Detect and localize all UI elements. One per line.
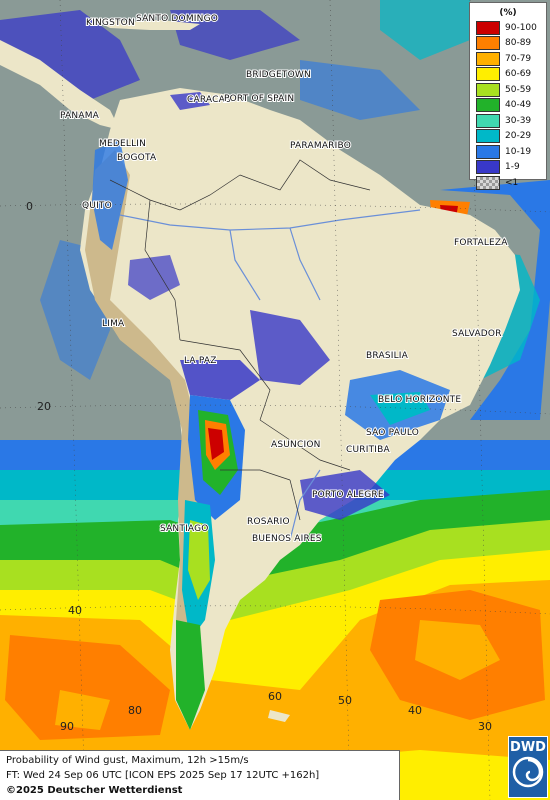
legend-swatch <box>476 113 500 128</box>
logo-text: DWD <box>510 740 546 755</box>
city-label: BUENOS AIRES <box>252 534 322 544</box>
legend-label: 80-89 <box>505 38 532 49</box>
legend-swatch <box>476 175 500 190</box>
lat-label: 20 <box>37 400 51 413</box>
swirl-icon <box>512 756 544 788</box>
city-label: PORTO ALEGRE <box>312 490 384 500</box>
city-labels: KINGSTON SANTO DOMINGO BRIDGETOWN PANAMA… <box>59 13 509 545</box>
city-label: SAO PAULO <box>366 428 419 438</box>
city-label: PANAMA <box>60 111 100 121</box>
legend-swatch <box>476 51 500 66</box>
legend-item: 20-29 <box>476 129 546 145</box>
legend-swatch <box>476 144 500 159</box>
legend-item: 1-9 <box>476 160 546 176</box>
legend-label: 50-59 <box>505 84 532 95</box>
legend-item: 10-19 <box>476 144 546 160</box>
city-label: KINGSTON <box>86 18 135 28</box>
city-label: BOGOTA <box>117 153 157 163</box>
city-label: FORTALEZA <box>454 238 508 248</box>
city-label: ASUNCION <box>271 440 321 450</box>
legend-item: 60-69 <box>476 67 546 83</box>
legend-label: 90-100 <box>505 22 537 33</box>
legend: (%) 90-100 80-89 70-79 60-69 50-59 40-49… <box>469 2 547 190</box>
legend-swatch <box>476 98 500 113</box>
legend-swatch <box>476 36 500 51</box>
legend-item: <1 <box>476 175 546 191</box>
legend-label: 30-39 <box>505 115 532 126</box>
city-label: SANTIAGO <box>160 524 209 534</box>
legend-label: 40-49 <box>505 100 532 111</box>
dwd-logo: DWD <box>508 736 548 798</box>
legend-label: 1-9 <box>505 162 520 173</box>
lat-label: 40 <box>68 604 82 617</box>
legend-swatch <box>476 160 500 175</box>
city-label: MEDELLIN <box>99 139 146 149</box>
lon-label: 90 <box>60 720 74 733</box>
product-description: Probability of Wind gust, Maximum, 12h >… <box>6 755 249 766</box>
lon-label: 50 <box>338 694 352 707</box>
city-label: CARACAS <box>187 95 231 105</box>
legend-swatch <box>476 20 500 35</box>
legend-item: 70-79 <box>476 51 546 67</box>
legend-rows: 90-100 80-89 70-79 60-69 50-59 40-49 30-… <box>470 20 546 191</box>
city-label: BRIDGETOWN <box>246 70 311 80</box>
city-label: CURITIBA <box>346 445 391 455</box>
legend-unit: (%) <box>499 8 517 18</box>
legend-label: 60-69 <box>505 69 532 80</box>
city-label: QUITO <box>82 201 112 211</box>
city-label: LA PAZ <box>184 356 217 366</box>
legend-label: 70-79 <box>505 53 532 64</box>
map-caption: Probability of Wind gust, Maximum, 12h >… <box>0 750 400 800</box>
legend-swatch <box>476 82 500 97</box>
lon-label: 40 <box>408 704 422 717</box>
legend-item: 30-39 <box>476 113 546 129</box>
city-label: SANTO DOMINGO <box>136 14 218 24</box>
legend-item: 90-100 <box>476 20 546 36</box>
city-label: BELO HORIZONTE <box>378 395 461 405</box>
lat-label: 0 <box>26 200 33 213</box>
lon-label: 30 <box>478 720 492 733</box>
city-label: PARAMARIBO <box>290 141 351 151</box>
land-probability-fields <box>92 92 450 730</box>
lat-label: 60 <box>268 690 282 703</box>
forecast-time: FT: Wed 24 Sep 06 UTC [ICON EPS 2025 Sep… <box>6 770 320 781</box>
legend-label: 20-29 <box>505 131 532 142</box>
legend-label: <1 <box>505 177 519 188</box>
country-borders <box>109 159 371 521</box>
copyright: ©2025 Deutscher Wetterdienst <box>6 785 183 796</box>
legend-swatch <box>476 129 500 144</box>
city-label: BRASILIA <box>366 351 409 361</box>
legend-item: 40-49 <box>476 98 546 114</box>
legend-swatch <box>476 67 500 82</box>
legend-item: 50-59 <box>476 82 546 98</box>
city-label: LIMA <box>102 319 125 329</box>
legend-item: 80-89 <box>476 36 546 52</box>
rivers <box>119 209 421 541</box>
coordinate-labels: 0 20 40 60 90 80 50 40 30 <box>26 200 492 733</box>
city-label: SALVADOR <box>452 329 502 339</box>
legend-label: 10-19 <box>505 146 532 157</box>
city-label: PORT OF SPAIN <box>224 94 294 104</box>
lon-label: 80 <box>128 704 142 717</box>
city-label: ROSARIO <box>247 517 290 527</box>
